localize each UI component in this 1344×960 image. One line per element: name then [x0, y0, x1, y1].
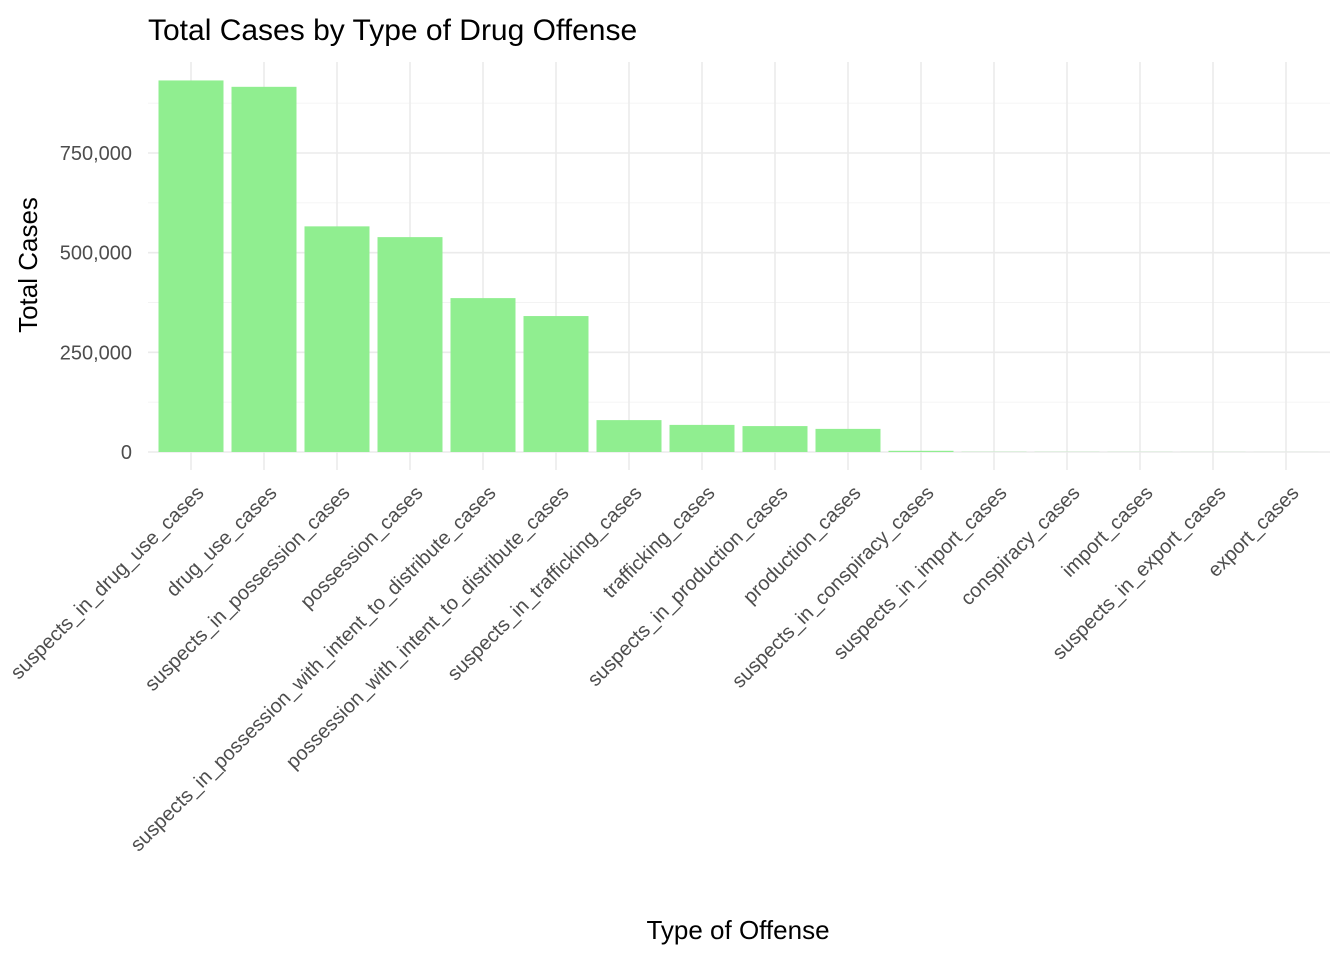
bar-trafficking_cases	[669, 424, 735, 452]
chart-title: Total Cases by Type of Drug Offense	[148, 14, 637, 47]
bar-suspects_in_conspiracy_cases	[888, 450, 954, 452]
y-tick-label: 250,000	[60, 342, 132, 364]
bars	[158, 80, 1319, 453]
bar-possession_with_intent_to_distribute_cases	[523, 316, 589, 452]
y-tick-label: 0	[121, 442, 132, 464]
bar-suspects_in_possession_cases	[304, 226, 370, 452]
x-tick-label: possession_cases	[296, 482, 427, 613]
bar-production_cases	[815, 428, 881, 452]
bar-suspects_in_drug_use_cases	[158, 80, 224, 453]
bar-drug_use_cases	[231, 86, 297, 452]
y-axis-title: Total Cases	[13, 197, 43, 333]
x-axis-ticks: suspects_in_drug_use_casesdrug_use_cases…	[7, 482, 1304, 856]
bar-possession_cases	[377, 237, 443, 452]
bar-suspects_in_possession_with_intent_to_distribute_cases	[450, 298, 516, 452]
y-axis-ticks: 0 250,000 500,000 750,000	[60, 143, 132, 464]
bar-suspects_in_production_cases	[742, 426, 808, 452]
bar-suspects_in_trafficking_cases	[596, 420, 662, 452]
y-tick-label: 500,000	[60, 243, 132, 265]
y-tick-label: 750,000	[60, 143, 132, 165]
x-axis-title: Type of Offense	[646, 915, 829, 945]
